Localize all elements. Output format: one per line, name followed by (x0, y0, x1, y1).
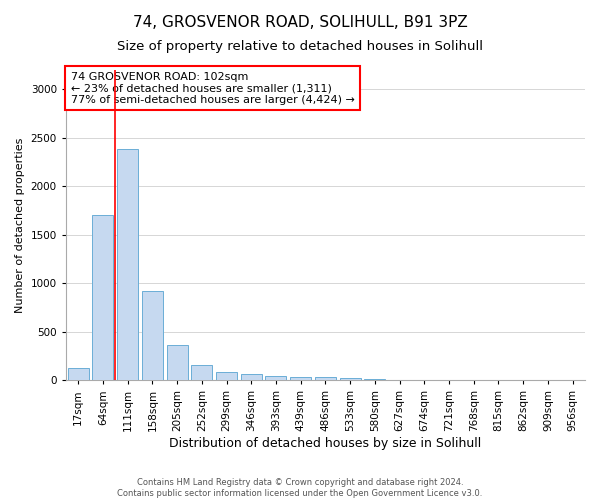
Text: Size of property relative to detached houses in Solihull: Size of property relative to detached ho… (117, 40, 483, 53)
Bar (241, 374, 262, 380)
Bar (265, 376, 286, 380)
Text: 74, GROSVENOR ROAD, SOLIHULL, B91 3PZ: 74, GROSVENOR ROAD, SOLIHULL, B91 3PZ (133, 15, 467, 30)
Bar (117, 148, 138, 380)
Bar (191, 366, 212, 380)
Bar (315, 378, 336, 380)
Text: 74 GROSVENOR ROAD: 102sqm
← 23% of detached houses are smaller (1,311)
77% of se: 74 GROSVENOR ROAD: 102sqm ← 23% of detac… (71, 72, 355, 105)
Bar (216, 372, 237, 380)
Bar (142, 291, 163, 380)
Bar (340, 378, 361, 380)
X-axis label: Distribution of detached houses by size in Solihull: Distribution of detached houses by size … (169, 437, 482, 450)
Bar (167, 346, 188, 380)
Bar (290, 377, 311, 380)
Text: Contains HM Land Registry data © Crown copyright and database right 2024.
Contai: Contains HM Land Registry data © Crown c… (118, 478, 482, 498)
Bar (68, 368, 89, 380)
Bar (92, 216, 113, 380)
Y-axis label: Number of detached properties: Number of detached properties (15, 138, 25, 313)
